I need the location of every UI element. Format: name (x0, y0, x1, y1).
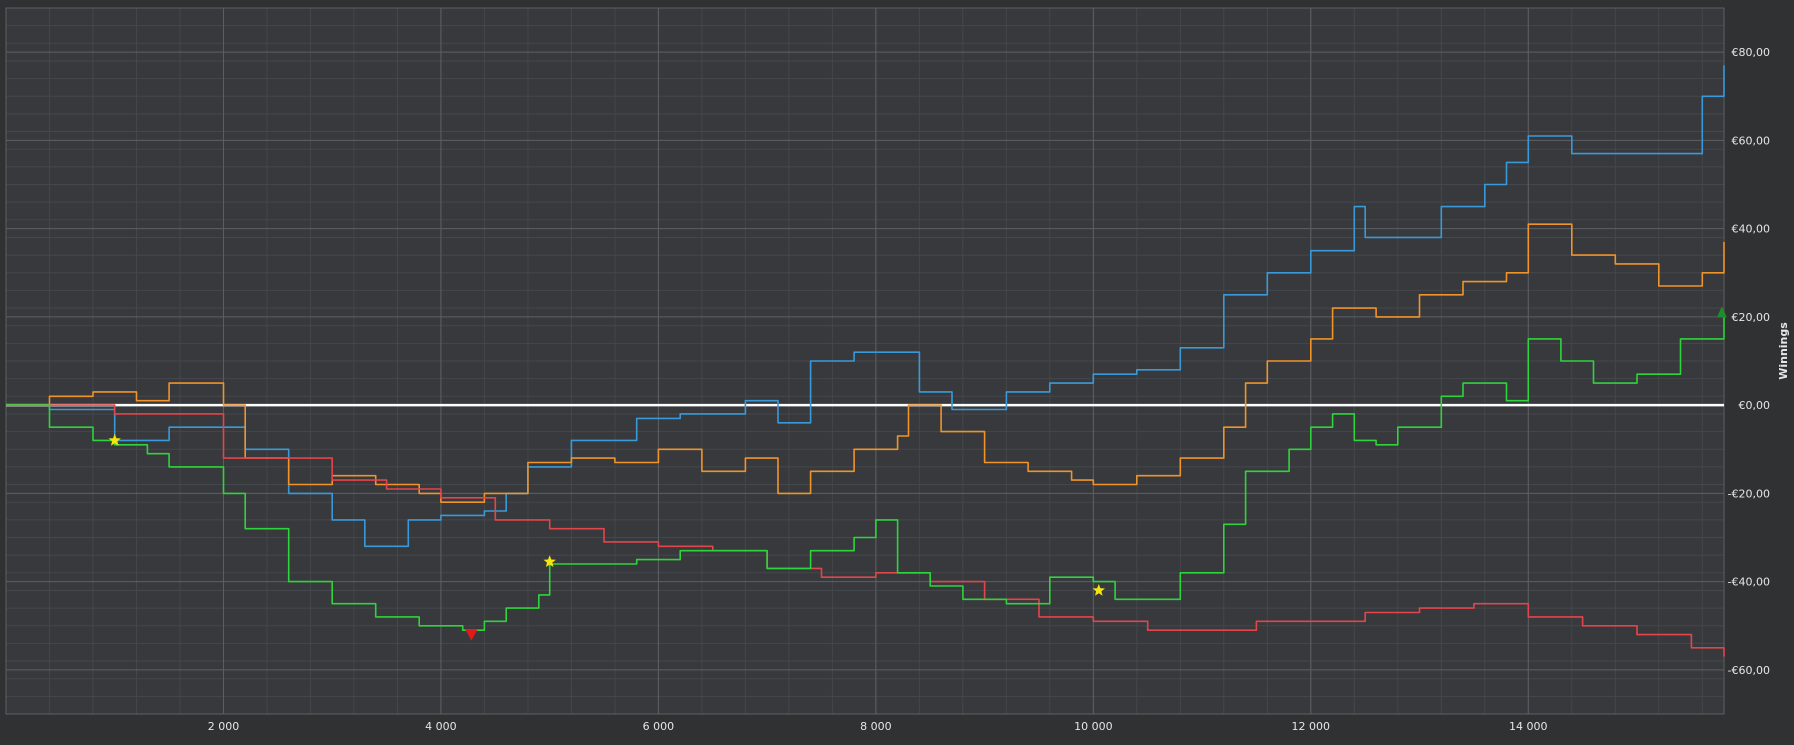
series-lines (6, 65, 1725, 657)
star-marker (543, 555, 556, 567)
series-line-2 (6, 223, 1725, 503)
x-tick-label: 12 000 (1292, 720, 1331, 733)
y-tick-label: -€60,00 (1728, 664, 1770, 677)
y-tick-label: -€20,00 (1728, 487, 1770, 500)
x-tick-label: 4 000 (425, 720, 457, 733)
y-tick-label: €60,00 (1732, 134, 1771, 147)
y-axis-label: Winnings (1777, 322, 1790, 380)
series-line-4 (6, 312, 1725, 631)
star-marker (108, 433, 121, 446)
y-tick-label: -€40,00 (1728, 576, 1770, 589)
x-tick-label: 14 000 (1509, 720, 1548, 733)
y-axis-ticks: €80,00 €60,00 €40,00 €20,00 €0,00 -€20,00 -€40… (1728, 46, 1770, 677)
star-marker (1092, 584, 1105, 596)
x-axis-ticks: 2 000 4 000 6 000 8 000 10 000 12 000 14 000 (208, 720, 1548, 733)
triangle-down-marker (465, 629, 478, 641)
series-line-1 (6, 65, 1725, 548)
y-tick-label: €40,00 (1732, 223, 1771, 236)
y-tick-label: €80,00 (1732, 46, 1771, 59)
x-tick-label: 8 000 (860, 720, 892, 733)
triangle-up-marker (1716, 306, 1727, 318)
major-grid (5, 7, 1725, 715)
x-tick-label: 10 000 (1074, 720, 1113, 733)
plot-border (5, 7, 1725, 715)
x-tick-label: 2 000 (208, 720, 240, 733)
x-tick-label: 6 000 (643, 720, 675, 733)
y-tick-label: €20,00 (1732, 311, 1771, 324)
markers (108, 306, 1727, 641)
y-tick-label: €0,00 (1739, 399, 1771, 412)
